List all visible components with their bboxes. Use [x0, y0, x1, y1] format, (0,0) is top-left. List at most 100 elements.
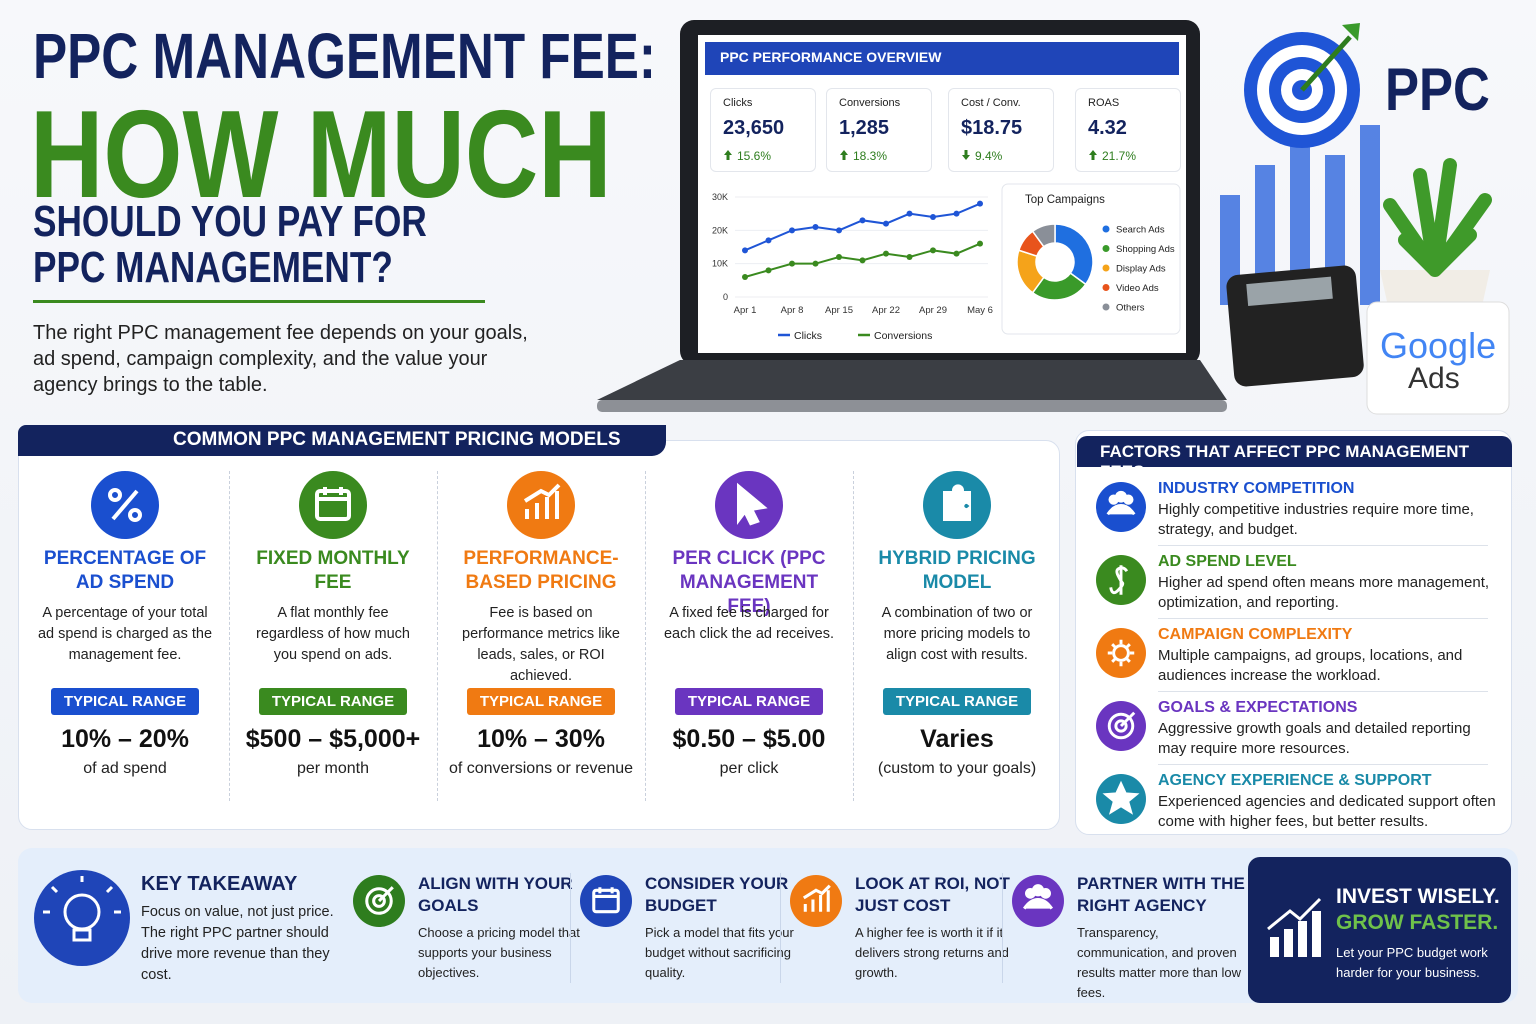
title-line: SHOULD YOU PAY FOR: [33, 197, 427, 246]
pricing-column: PERCENTAGE OF AD SPEND A percentage of yo…: [21, 471, 229, 811]
icon-circle: [299, 471, 367, 539]
glyph-part: [1102, 780, 1140, 815]
glyph-part: [1031, 884, 1045, 897]
glyph: [1109, 565, 1129, 595]
title-line: PPC MANAGEMENT?: [33, 243, 393, 292]
icon: [299, 471, 367, 539]
pricing-column: PERFORMANCE-BASED PRICING Fee is based on…: [437, 471, 645, 811]
glyph-part: [372, 894, 386, 908]
point: [789, 227, 795, 234]
icon-circle: [790, 875, 842, 927]
calculator: [1226, 265, 1364, 387]
intro: The right PPC management fee depends on …: [33, 322, 528, 396]
laptop-keyboard: [597, 360, 1227, 400]
badge-wrap: TYPICAL RANGE: [21, 688, 229, 715]
model-name: PERCENTAGE OF AD SPEND: [43, 548, 207, 593]
icon-circle: [507, 471, 575, 539]
column-divider: [853, 471, 854, 801]
factor-divider: [1158, 691, 1488, 692]
glyph-part: [737, 482, 768, 526]
glyph-part: [1119, 711, 1136, 728]
factors-panel: INDUSTRY COMPETITION Highly competitive i…: [1075, 430, 1512, 835]
stat-value: 1,285: [839, 117, 890, 139]
icon-circle: [580, 875, 632, 927]
glyph-part: [1022, 897, 1054, 910]
model-description: A flat monthly fee regardless of how muc…: [256, 605, 410, 663]
range-value: Varies: [920, 725, 994, 753]
point: [765, 237, 772, 244]
icon: [1096, 628, 1146, 678]
y-tick-label: 20K: [712, 225, 728, 235]
stat-change: 15.6%: [723, 149, 771, 163]
trend-arrow: [1089, 150, 1097, 160]
cta-icon: [1267, 897, 1322, 957]
range-unit: per month: [296, 760, 370, 777]
glyph-part: [377, 886, 394, 903]
range-badge: TYPICAL RANGE: [882, 688, 1032, 715]
point: [789, 260, 795, 267]
legend-label: Clicks: [794, 330, 822, 342]
x-tick-label: Apr 22: [872, 305, 900, 316]
pricing-panel: PERCENTAGE OF AD SPEND A percentage of yo…: [18, 440, 1060, 830]
stat-value: $18.75: [961, 117, 1023, 139]
factor-title: INDUSTRY COMPETITION: [1158, 480, 1355, 497]
takeaway-icon: [34, 870, 130, 966]
point: [883, 220, 889, 227]
factor-title: AGENCY EXPERIENCE & SUPPORT: [1158, 772, 1432, 789]
dashboard-title: PPC PERFORMANCE OVERVIEW: [720, 49, 942, 65]
x-tick-label: Apr 1: [734, 305, 757, 316]
divider: [33, 300, 485, 303]
point: [977, 200, 983, 207]
icon: [923, 471, 991, 539]
glyph: [365, 886, 394, 915]
section-title: FACTORS THAT AFFECT PPC MANAGEMENT FEES: [1077, 436, 1512, 481]
tip-divider: [1002, 873, 1003, 983]
pricing-column: FIXED MONTHLY FEE A flat monthly fee rega…: [229, 471, 437, 811]
change-text: 18.3%: [853, 149, 888, 163]
glyph: [592, 887, 620, 914]
factor-item: GOALS & EXPECTATIONS Aggressive growth go…: [1076, 691, 1513, 770]
factor-title: AD SPEND LEVEL: [1158, 553, 1297, 570]
arrow: [1089, 150, 1097, 160]
point: [906, 254, 913, 260]
y-tick-label: 30K: [712, 192, 728, 202]
line-series: [744, 202, 981, 252]
cta-box: INVEST WISELY. GROW FASTER. Let your PPC…: [1248, 857, 1511, 1003]
badge-wrap: TYPICAL RANGE: [645, 688, 853, 715]
tip-text: Transparency, communication, and proven …: [1077, 925, 1242, 1000]
range-value: 10% – 20%: [61, 725, 189, 753]
pricing-columns: PERCENTAGE OF AD SPEND A percentage of yo…: [21, 471, 1061, 821]
glyph-part: [523, 483, 561, 519]
icon: [1096, 774, 1146, 824]
legend-label: Search Ads: [1116, 225, 1165, 236]
glyph: [737, 482, 768, 526]
factor-title: GOALS & EXPECTATIONS: [1158, 699, 1358, 716]
point: [883, 250, 889, 257]
trend-arrow: [962, 150, 970, 160]
cta-line: GROW FASTER.: [1336, 911, 1499, 934]
factor-divider: [1158, 764, 1488, 765]
glyph: [108, 488, 142, 522]
point: [742, 247, 748, 254]
tip-title: LOOK AT ROI, NOT JUST COST: [855, 874, 1010, 915]
legend-label: Display Ads: [1116, 264, 1166, 275]
cta-line: INVEST WISELY.: [1336, 885, 1500, 908]
title-highlight: HOW MUCH: [30, 86, 612, 224]
column-divider: [437, 471, 438, 801]
model-description: A percentage of your total ad spend is c…: [37, 605, 213, 663]
badge-wrap: TYPICAL RANGE: [853, 688, 1061, 715]
change-text: 9.4%: [975, 149, 1003, 163]
glyph-part: [943, 484, 971, 521]
glyph-part: [315, 489, 351, 521]
glyph-part: [593, 887, 619, 898]
factor-divider: [1158, 618, 1488, 619]
factor-item: CAMPAIGN COMPLEXITY Multiple campaigns, a…: [1076, 618, 1513, 697]
glyph: [523, 483, 561, 519]
screen-header: [705, 42, 1179, 75]
factor-divider: [1158, 545, 1488, 546]
glyph: [1102, 780, 1140, 815]
point: [930, 214, 936, 220]
factor-text: Experienced agencies and dedicated suppo…: [1158, 793, 1496, 830]
section-title: COMMON PPC MANAGEMENT PRICING MODELS: [18, 425, 666, 456]
legend-dot: [1102, 264, 1110, 272]
